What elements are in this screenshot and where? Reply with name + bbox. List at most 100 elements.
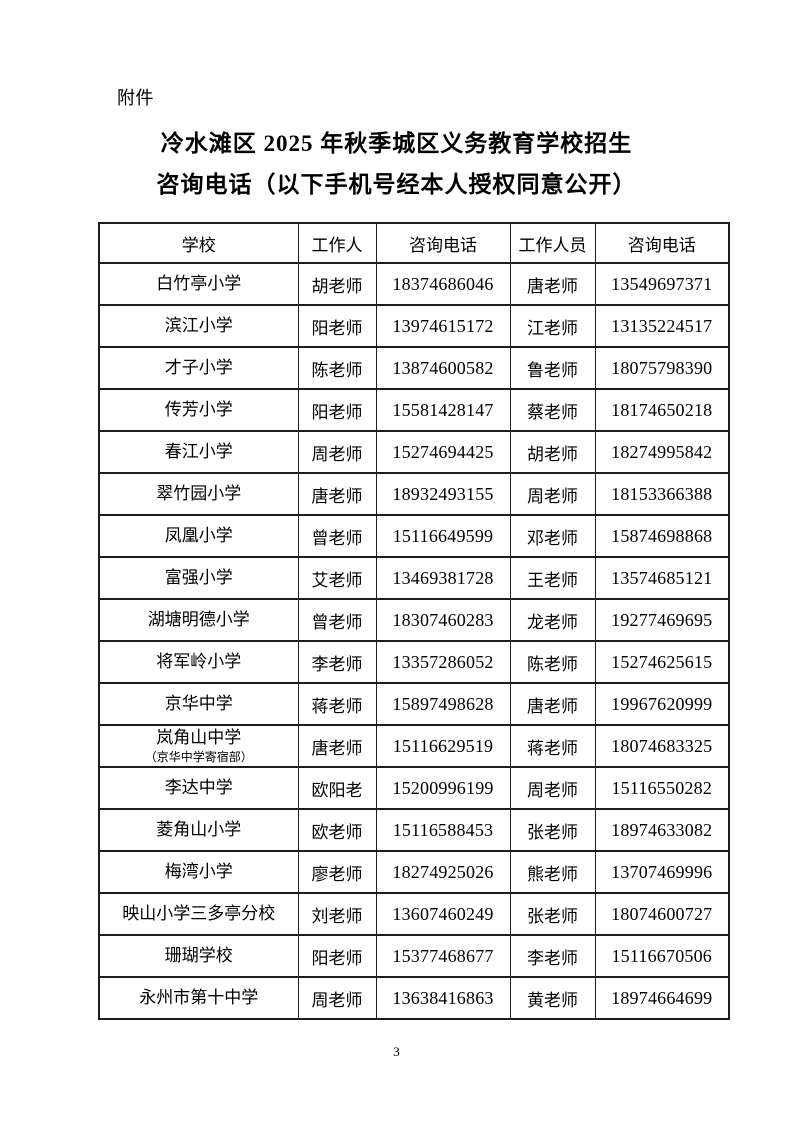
- cell-staff-1: 唐老师: [297, 472, 377, 516]
- cell-staff-2: 周老师: [509, 472, 596, 516]
- cell-phone-2: 13707469996: [594, 850, 730, 894]
- school-name: 滨江小学: [164, 316, 233, 335]
- cell-school: 湖塘明德小学: [98, 598, 299, 642]
- cell-phone-2: 18174650218: [594, 388, 730, 432]
- cell-phone-1: 15116649599: [375, 514, 511, 558]
- cell-phone-1: 13974615172: [375, 304, 511, 348]
- cell-staff-1: 曾老师: [297, 514, 377, 558]
- cell-staff-1: 艾老师: [297, 556, 377, 600]
- cell-phone-1: 18274925026: [375, 850, 511, 894]
- table-row: 永州市第十中学 周老师 13638416863 黄老师 18974664699: [98, 976, 730, 1020]
- page-number: 3: [393, 1044, 400, 1059]
- cell-phone-2: 13135224517: [594, 304, 730, 348]
- cell-phone-2: 15116670506: [594, 934, 730, 978]
- cell-staff-1: 蒋老师: [297, 682, 377, 726]
- cell-phone-1: 18932493155: [375, 472, 511, 516]
- cell-staff-1: 阳老师: [297, 934, 377, 978]
- cell-school: 滨江小学: [98, 304, 299, 348]
- cell-staff-2: 王老师: [509, 556, 596, 600]
- cell-staff-2: 胡老师: [509, 430, 596, 474]
- table-row: 京华中学 蒋老师 15897498628 唐老师 19967620999: [98, 682, 730, 726]
- table-row: 珊瑚学校 阳老师 15377468677 李老师 15116670506: [98, 934, 730, 978]
- cell-phone-2: 18153366388: [594, 472, 730, 516]
- cell-phone-1: 15897498628: [375, 682, 511, 726]
- school-name: 白竹亭小学: [156, 274, 242, 293]
- header-staff-1: 工作人: [297, 222, 377, 264]
- table-row: 才子小学 陈老师 13874600582 鲁老师 18075798390: [98, 346, 730, 390]
- cell-staff-2: 蔡老师: [509, 388, 596, 432]
- school-name: 才子小学: [164, 358, 233, 377]
- cell-phone-2: 13549697371: [594, 262, 730, 306]
- cell-phone-2: 19277469695: [594, 598, 730, 642]
- cell-phone-2: 15874698868: [594, 514, 730, 558]
- cell-phone-1: 13638416863: [375, 976, 511, 1020]
- school-name: 将军岭小学: [156, 652, 242, 671]
- cell-school: 珊瑚学校: [98, 934, 299, 978]
- cell-phone-2: 15116550282: [594, 766, 730, 810]
- cell-phone-2: 18075798390: [594, 346, 730, 390]
- school-name: 李达中学: [164, 778, 233, 797]
- school-name: 菱角山小学: [156, 820, 242, 839]
- cell-staff-2: 唐老师: [509, 262, 596, 306]
- title-line-1: 冷水滩区 2025 年秋季城区义务教育学校招生: [160, 131, 633, 156]
- table-row: 岚角山中学 （京华中学寄宿部） 唐老师 15116629519 蒋老师 180746833…: [98, 724, 730, 768]
- cell-staff-2: 李老师: [509, 934, 596, 978]
- table-row: 春江小学 周老师 15274694425 胡老师 18274995842: [98, 430, 730, 474]
- cell-staff-2: 蒋老师: [509, 724, 596, 768]
- cell-school: 京华中学: [98, 682, 299, 726]
- school-name: 凤凰小学: [164, 526, 233, 545]
- cell-phone-1: 18374686046: [375, 262, 511, 306]
- header-phone-2: 咨询电话: [594, 222, 730, 264]
- cell-phone-1: 13357286052: [375, 640, 511, 684]
- cell-staff-2: 陈老师: [509, 640, 596, 684]
- cell-school: 菱角山小学: [98, 808, 299, 852]
- school-name: 富强小学: [164, 568, 233, 587]
- cell-staff-2: 黄老师: [509, 976, 596, 1020]
- school-name: 岚角山中学: [156, 727, 242, 747]
- school-name: 京华中学: [164, 694, 233, 713]
- cell-school: 才子小学: [98, 346, 299, 390]
- cell-phone-1: 13607460249: [375, 892, 511, 936]
- cell-school: 岚角山中学 （京华中学寄宿部）: [98, 724, 299, 768]
- cell-staff-2: 唐老师: [509, 682, 596, 726]
- cell-staff-1: 周老师: [297, 430, 377, 474]
- cell-phone-1: 15116588453: [375, 808, 511, 852]
- cell-school: 将军岭小学: [98, 640, 299, 684]
- cell-school: 白竹亭小学: [98, 262, 299, 306]
- table-row: 富强小学 艾老师 13469381728 王老师 13574685121: [98, 556, 730, 600]
- title-line-2: 咨询电话（以下手机号经本人授权同意公开）: [156, 172, 637, 197]
- cell-staff-2: 周老师: [509, 766, 596, 810]
- cell-staff-2: 江老师: [509, 304, 596, 348]
- cell-staff-1: 刘老师: [297, 892, 377, 936]
- table-row: 滨江小学 阳老师 13974615172 江老师 13135224517: [98, 304, 730, 348]
- school-name: 映山小学三多亭分校: [122, 904, 276, 923]
- cell-staff-1: 廖老师: [297, 850, 377, 894]
- table-row: 李达中学 欧阳老 15200996199 周老师 15116550282: [98, 766, 730, 810]
- table-row: 湖塘明德小学 曾老师 18307460283 龙老师 19277469695: [98, 598, 730, 642]
- cell-school: 春江小学: [98, 430, 299, 474]
- cell-staff-2: 龙老师: [509, 598, 596, 642]
- cell-staff-2: 熊老师: [509, 850, 596, 894]
- cell-phone-1: 15274694425: [375, 430, 511, 474]
- table-row: 翠竹园小学 唐老师 18932493155 周老师 18153366388: [98, 472, 730, 516]
- cell-staff-1: 阳老师: [297, 304, 377, 348]
- cell-staff-1: 欧阳老: [297, 766, 377, 810]
- header-school: 学校: [98, 222, 299, 264]
- cell-staff-2: 张老师: [509, 892, 596, 936]
- table-header-row: 学校 工作人 咨询电话 工作人员 咨询电话: [98, 222, 730, 264]
- cell-school: 传芳小学: [98, 388, 299, 432]
- school-note: （京华中学寄宿部）: [144, 749, 253, 764]
- table-row: 白竹亭小学 胡老师 18374686046 唐老师 13549697371: [98, 262, 730, 306]
- cell-phone-1: 13469381728: [375, 556, 511, 600]
- cell-phone-2: 15274625615: [594, 640, 730, 684]
- cell-school: 凤凰小学: [98, 514, 299, 558]
- contact-phone-table: 学校 工作人 咨询电话 工作人员 咨询电话 白竹亭小学 胡老师 1837468604…: [98, 222, 730, 1020]
- header-phone-1: 咨询电话: [375, 222, 511, 264]
- cell-phone-2: 19967620999: [594, 682, 730, 726]
- cell-school: 永州市第十中学: [98, 976, 299, 1020]
- cell-school: 映山小学三多亭分校: [98, 892, 299, 936]
- attachment-label: 附件: [117, 88, 154, 108]
- cell-phone-2: 13574685121: [594, 556, 730, 600]
- cell-staff-1: 曾老师: [297, 598, 377, 642]
